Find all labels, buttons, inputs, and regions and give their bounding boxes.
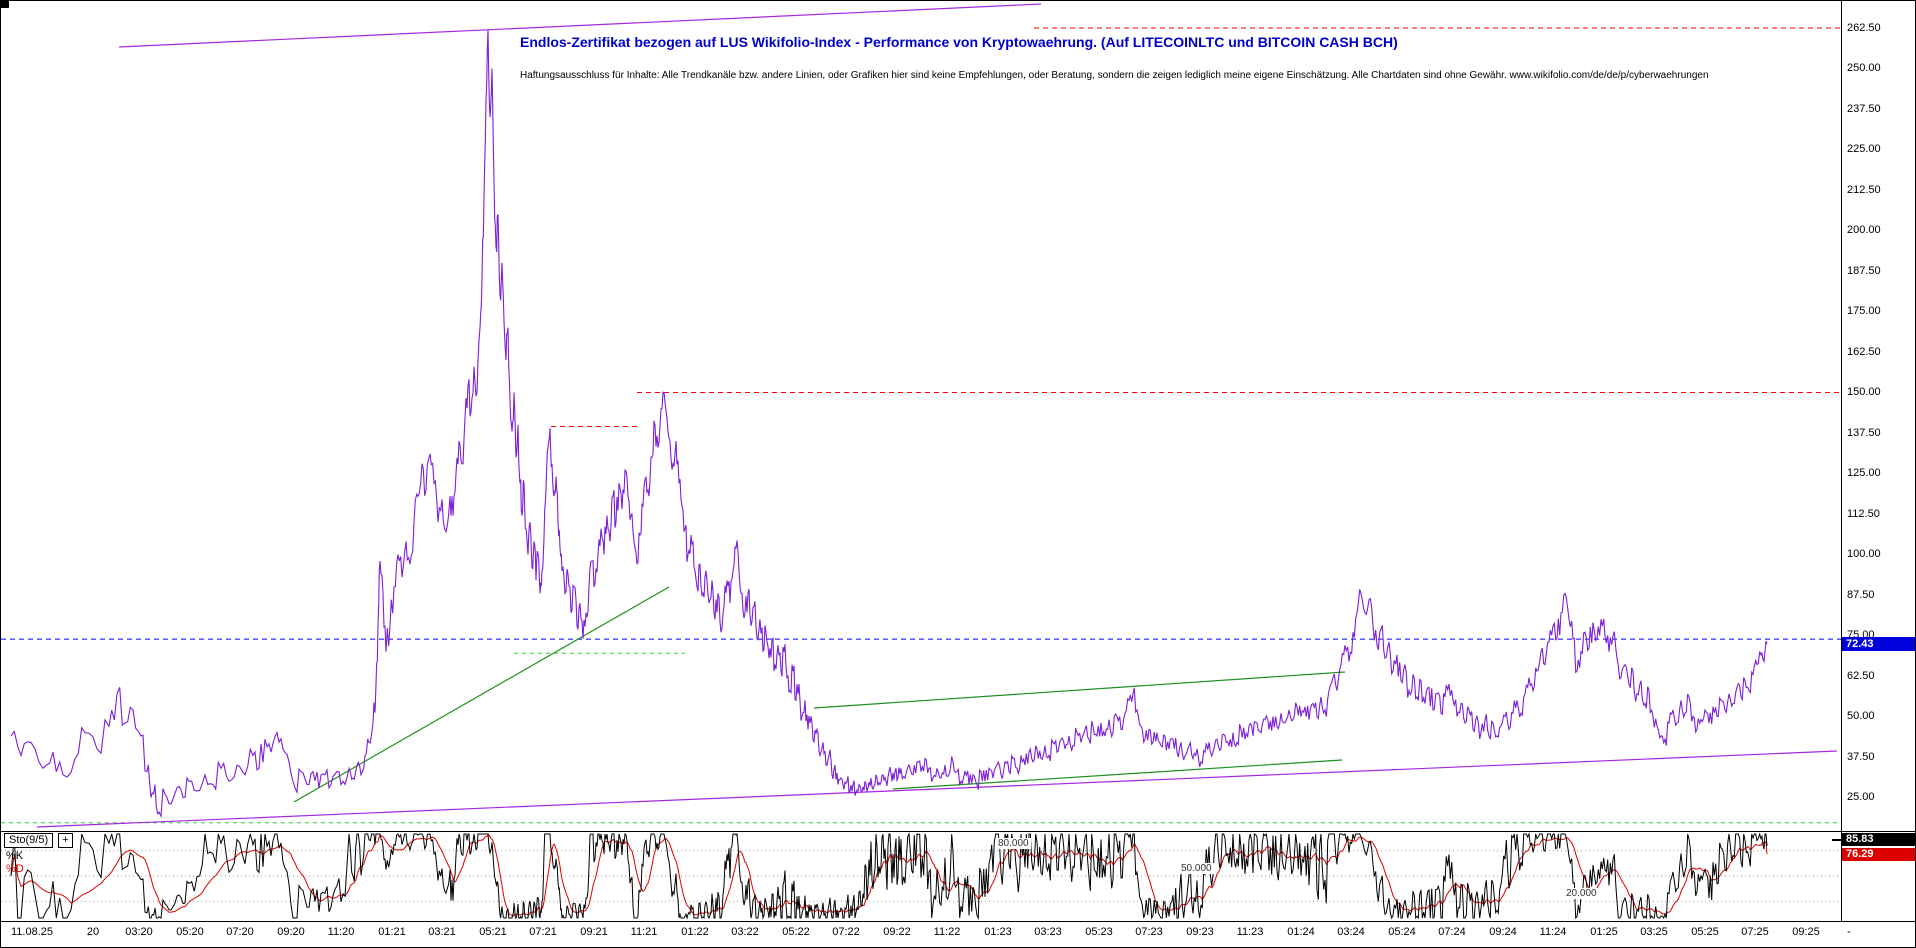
x-axis-label: 03:23 — [1034, 926, 1062, 938]
x-axis-label: 09:24 — [1489, 926, 1517, 938]
x-axis-label: 03:22 — [731, 926, 759, 938]
x-axis-label: 07:24 — [1438, 926, 1466, 938]
window-corner-marker — [1, 1, 9, 8]
price-line — [10, 29, 1768, 819]
stochastic-k-value-badge: 85.83 — [1842, 833, 1915, 846]
y-axis-label: 175.00 — [1847, 305, 1881, 317]
x-axis-label: 03:25 — [1640, 926, 1668, 938]
stochastic-canvas — [1, 832, 1841, 920]
current-price-badge: 72.43 — [1842, 637, 1915, 651]
stochastic-level-80-label: 80.000 — [996, 838, 1031, 849]
x-axis-label: 05:25 — [1691, 926, 1719, 938]
x-axis-label: 05:20 — [176, 926, 204, 938]
trend-line — [36, 750, 1838, 828]
stochastic-k-label: %K — [6, 850, 24, 862]
x-axis-label: 11:21 — [630, 926, 658, 938]
price-chart-plot[interactable] — [1, 1, 1841, 831]
y-axis-label: 112.50 — [1847, 508, 1880, 520]
stochastic-d-value-badge: 76.29 — [1842, 848, 1915, 861]
y-axis-label: 162.50 — [1847, 346, 1881, 358]
x-axis-label: 09:21 — [580, 926, 608, 938]
stochastic-d-label: %D — [6, 863, 24, 875]
x-axis-label: 01:23 — [984, 926, 1012, 938]
stochastic-k-tick — [1832, 839, 1842, 841]
x-axis-label: 07:22 — [832, 926, 860, 938]
x-axis-label: 11:24 — [1539, 926, 1567, 938]
y-axis-label: 200.00 — [1847, 224, 1881, 236]
x-axis-label: 07:20 — [226, 926, 254, 938]
trend-line — [118, 3, 1042, 48]
y-axis-label: 25.00 — [1847, 791, 1875, 803]
y-axis-label: 150.00 — [1847, 386, 1881, 398]
y-axis-label: 212.50 — [1847, 184, 1881, 196]
x-axis-label: 11:20 — [327, 926, 355, 938]
y-axis-label: 250.00 — [1847, 62, 1881, 74]
y-axis-label: 62.50 — [1847, 670, 1875, 682]
y-axis-label: 125.00 — [1847, 467, 1881, 479]
x-axis-label: 01:24 — [1287, 926, 1315, 938]
x-axis-label: 03:21 — [428, 926, 456, 938]
x-axis-label: 05:24 — [1388, 926, 1416, 938]
stochastic-d-line — [10, 833, 1768, 917]
y-axis-label: 225.00 — [1847, 143, 1881, 155]
indicator-name-button[interactable]: Sto(9/5) — [4, 833, 54, 848]
x-axis-label: 09:23 — [1186, 926, 1214, 938]
stochastic-level-50-label: 50.000 — [1179, 863, 1214, 874]
x-axis-label: 09:22 — [883, 926, 911, 938]
indicator-expand-button[interactable]: + — [58, 833, 73, 848]
x-axis-label: 07:21 — [529, 926, 557, 938]
price-chart-canvas — [1, 3, 1841, 828]
x-axis-label: - — [1847, 926, 1851, 938]
x-axis-label: 11:22 — [933, 926, 961, 938]
x-axis-label: 11:23 — [1236, 926, 1264, 938]
plot-right-border — [1841, 1, 1842, 921]
panel-divider-line — [1, 831, 1915, 832]
x-axis-label: 01:21 — [378, 926, 406, 938]
y-axis-label: 262.50 — [1847, 22, 1881, 34]
x-axis-label: 05:22 — [782, 926, 810, 938]
y-axis-label: 87.50 — [1847, 589, 1875, 601]
x-axis-label: 07:23 — [1135, 926, 1163, 938]
y-axis-label: 100.00 — [1847, 548, 1881, 560]
trend-line — [293, 586, 670, 803]
x-axis-label: 09:25 — [1792, 926, 1820, 938]
y-axis: 262.50 250.00 237.50 225.00 212.50 200.00 187.… — [1842, 1, 1915, 831]
x-axis-label: 01:22 — [681, 926, 709, 938]
stochastic-k-line — [10, 832, 1768, 920]
x-axis-label: 20 — [86, 926, 100, 938]
x-axis-label: 05:23 — [1085, 926, 1113, 938]
y-axis-label: 37.50 — [1847, 751, 1875, 763]
x-axis-label: 05:21 — [479, 926, 507, 938]
x-axis-label: 11.08.25 — [11, 926, 54, 938]
x-axis-label: 03:24 — [1337, 926, 1365, 938]
y-axis-label: 187.50 — [1847, 265, 1881, 277]
trend-line — [813, 671, 1346, 709]
disclaimer-text: Haftungsausschluss für Inhalte: Alle Tre… — [520, 70, 1709, 81]
y-axis-label: 237.50 — [1847, 103, 1881, 115]
trend-line — [892, 759, 1343, 790]
x-axis-label: 01:25 — [1590, 926, 1618, 938]
chart-title: Endlos-Zertifikat bezogen auf LUS Wikifo… — [520, 34, 1398, 50]
x-axis-label: 07:25 — [1741, 926, 1769, 938]
x-axis-label: 09:20 — [277, 926, 305, 938]
stochastic-level-20-label: 20.000 — [1564, 888, 1599, 899]
axis-divider-line — [1, 921, 1915, 922]
x-axis: 11.08.25 20 03:20 05:20 07:20 09:20 11:20 01:21… — [1, 922, 1915, 947]
stochastic-plot[interactable] — [1, 831, 1841, 921]
y-axis-label: 137.50 — [1847, 427, 1881, 439]
x-axis-label: 03:20 — [125, 926, 153, 938]
y-axis-label: 50.00 — [1847, 710, 1875, 722]
